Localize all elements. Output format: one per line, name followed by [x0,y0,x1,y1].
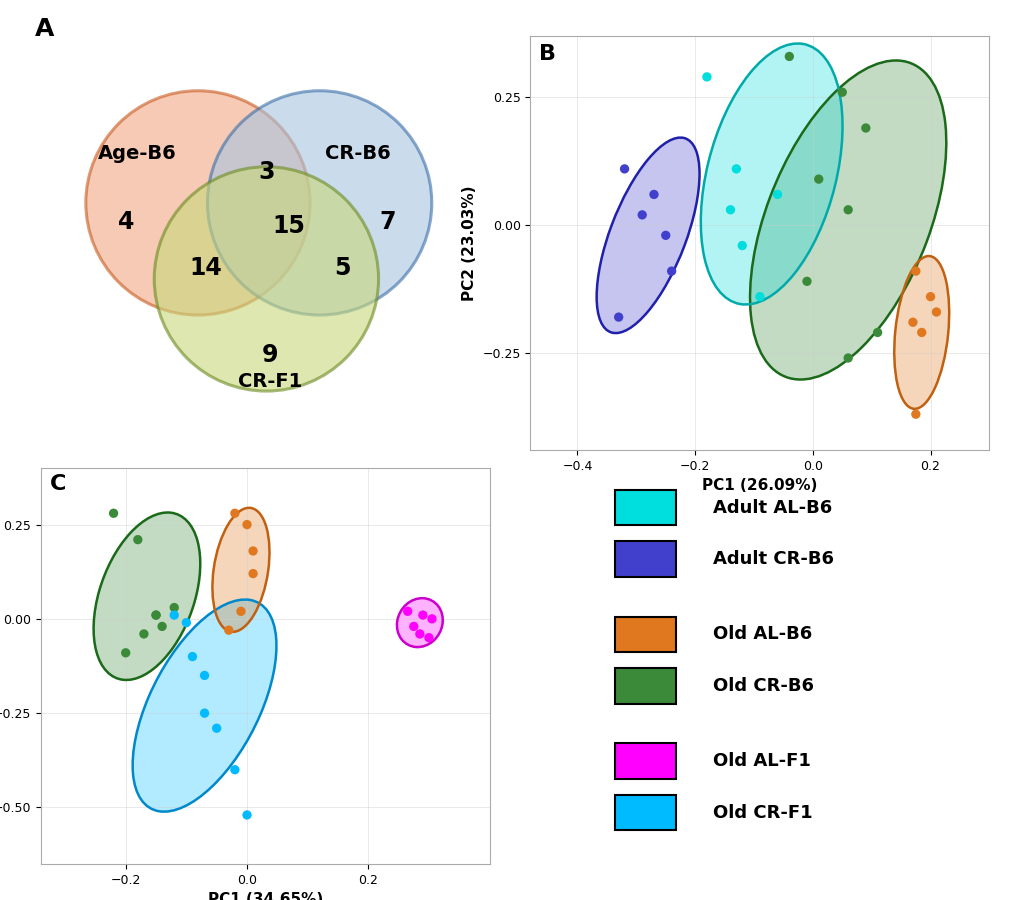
Text: 3: 3 [258,160,274,184]
Text: Adult AL-B6: Adult AL-B6 [712,499,832,517]
Point [798,274,814,289]
Text: 7: 7 [379,210,396,234]
Point [412,626,428,641]
Point [734,238,750,253]
Point [166,608,182,622]
FancyBboxPatch shape [614,743,676,778]
Text: 4: 4 [117,210,133,234]
Ellipse shape [132,599,276,812]
Point [197,668,213,682]
FancyBboxPatch shape [614,616,676,652]
Point [148,608,164,622]
Point [220,623,236,637]
Point [406,619,422,634]
Point [245,566,261,580]
Point [834,85,850,99]
Point [610,310,627,324]
Ellipse shape [212,508,269,632]
Text: 15: 15 [272,213,306,238]
Point [921,290,937,304]
Point [907,264,923,278]
Circle shape [154,166,378,392]
Point [657,228,674,242]
Point [913,325,929,339]
Point [840,351,856,365]
Text: Old CR-F1: Old CR-F1 [712,804,812,822]
Point [148,608,164,622]
Point [781,50,797,64]
Ellipse shape [396,598,442,647]
Text: 9: 9 [262,343,278,367]
Point [238,808,255,823]
Point [615,162,632,176]
Ellipse shape [94,512,200,680]
X-axis label: PC1 (26.09%): PC1 (26.09%) [701,478,817,493]
Point [245,544,261,558]
Point [728,162,744,176]
FancyBboxPatch shape [614,490,676,526]
Point [840,202,856,217]
Point [208,721,224,735]
Point [226,762,243,777]
Text: Adult CR-B6: Adult CR-B6 [712,550,834,568]
Point [129,533,146,547]
Text: CR-B6: CR-B6 [324,144,390,163]
Text: 5: 5 [334,256,351,280]
Point [415,608,431,622]
Point [226,506,243,520]
Point [721,202,738,217]
Text: 14: 14 [189,256,222,280]
Text: C: C [50,473,66,494]
Point [751,290,767,304]
FancyBboxPatch shape [614,541,676,577]
Point [424,612,440,626]
Point [136,626,152,641]
Point [810,172,826,186]
Ellipse shape [749,60,946,380]
Point [768,187,785,202]
FancyBboxPatch shape [614,668,676,704]
Point [904,315,920,329]
Y-axis label: PC2 (23.03%): PC2 (23.03%) [462,185,476,301]
Point [166,600,182,615]
X-axis label: PC1 (34.65%): PC1 (34.65%) [208,892,322,900]
Text: Age-B6: Age-B6 [98,144,176,163]
Point [857,121,873,135]
Text: B: B [539,44,555,64]
Text: Old AL-F1: Old AL-F1 [712,752,810,770]
Point [154,619,170,634]
Point [698,69,714,84]
Point [421,631,437,645]
Circle shape [86,91,310,315]
Point [907,407,923,421]
Point [399,604,416,618]
Circle shape [207,91,431,315]
Ellipse shape [700,43,842,304]
Point [238,518,255,532]
Point [197,706,213,720]
Point [868,325,884,339]
Point [645,187,661,202]
Point [117,645,133,660]
Point [178,616,195,630]
Ellipse shape [894,256,949,409]
Point [634,208,650,222]
Point [232,604,249,618]
Point [184,650,201,664]
Text: A: A [35,16,54,40]
FancyBboxPatch shape [614,795,676,831]
Point [105,506,121,520]
Text: CR-F1: CR-F1 [237,372,302,392]
Text: Old AL-B6: Old AL-B6 [712,626,812,644]
Text: Old CR-B6: Old CR-B6 [712,677,813,695]
Point [662,264,679,278]
Ellipse shape [596,138,699,333]
Point [927,305,944,320]
